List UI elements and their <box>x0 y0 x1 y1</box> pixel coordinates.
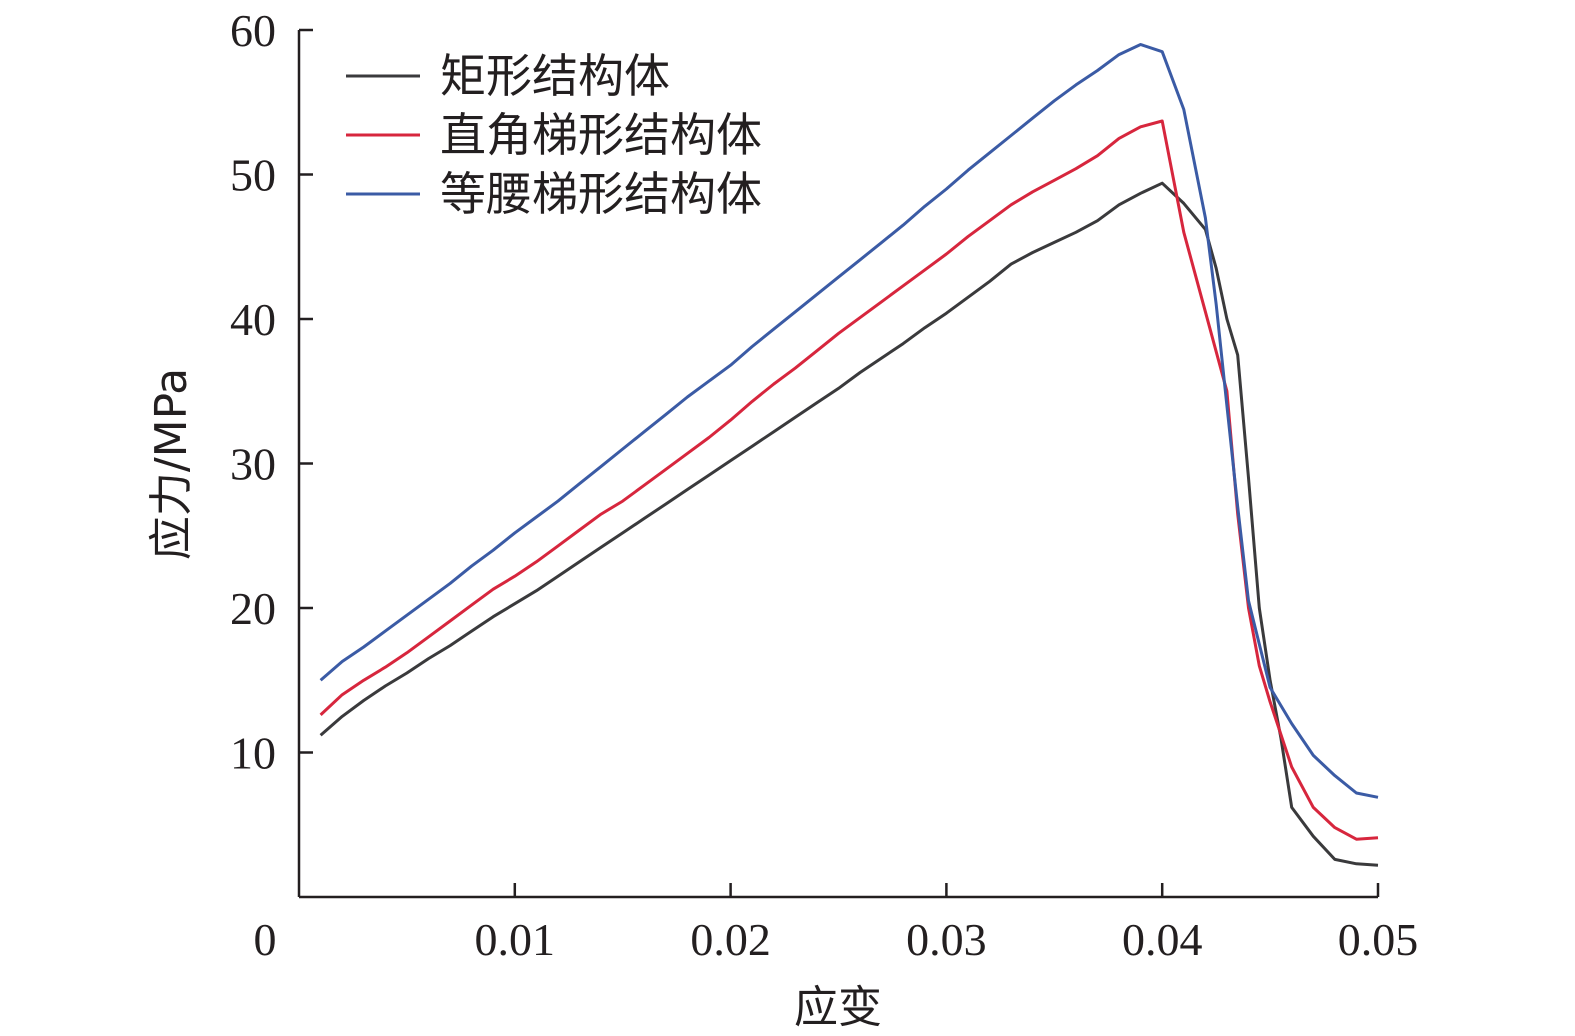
x-tick-label: 0.04 <box>1122 914 1203 965</box>
series-line-2 <box>319 119 1379 841</box>
x-tick-label: 0.01 <box>475 914 556 965</box>
y-tick-label: 30 <box>230 439 276 490</box>
y-tick-label: 10 <box>230 728 276 779</box>
y-axis-ticks: 10 20 30 40 50 60 <box>230 5 313 779</box>
legend-label-3: 等腰梯形结构体 <box>440 167 762 221</box>
y-tick-label: 50 <box>230 150 276 201</box>
y-tick-label: 40 <box>230 294 276 345</box>
legend-label-2: 直角梯形结构体 <box>440 108 762 162</box>
x-tick-label: 0.03 <box>906 914 987 965</box>
x-axis-title: 应变 <box>794 982 882 1033</box>
series-line-3 <box>319 43 1379 799</box>
x-axis-ticks: 0 0.01 0.02 0.03 0.04 0.05 <box>254 883 1419 965</box>
y-tick-label: 60 <box>230 5 276 56</box>
series-line-1 <box>319 181 1379 867</box>
plot-lines <box>319 43 1379 867</box>
y-tick-label: 20 <box>230 583 276 634</box>
legend-label-1: 矩形结构体 <box>440 49 670 103</box>
y-axis-title: 应力/MPa <box>146 368 197 560</box>
x-tick-label: 0 <box>254 914 277 965</box>
x-tick-label: 0.02 <box>690 914 771 965</box>
x-tick-label: 0.05 <box>1338 914 1419 965</box>
